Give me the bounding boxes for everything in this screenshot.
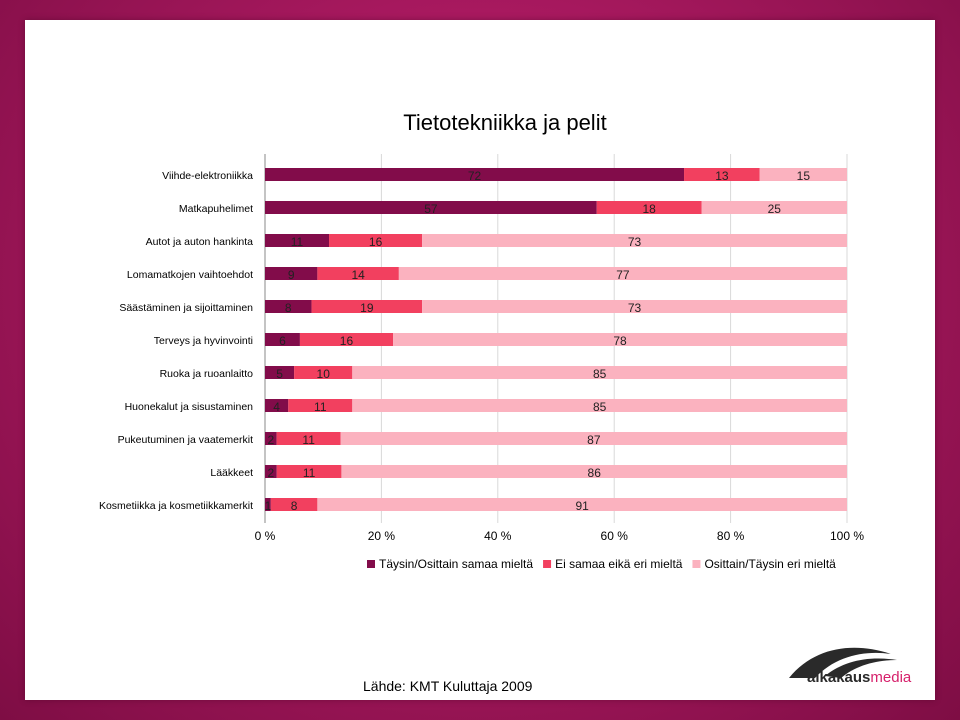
data-label: 77 <box>616 268 630 282</box>
data-label: 57 <box>424 202 438 216</box>
bar-segment <box>352 366 847 379</box>
legend-label: Osittain/Täysin eri mieltä <box>704 557 836 571</box>
bar-segment <box>422 234 847 247</box>
bar-segment <box>393 333 847 346</box>
data-label: 13 <box>715 169 729 183</box>
bar-segment <box>317 267 399 280</box>
category-label: Säästäminen ja sijoittaminen <box>119 302 253 314</box>
bar-segment <box>265 168 685 181</box>
bar-segment <box>317 498 847 511</box>
data-label: 18 <box>642 202 656 216</box>
data-label: 85 <box>593 367 607 381</box>
bar-segment <box>265 201 597 214</box>
x-tick-label: 0 % <box>255 529 276 543</box>
category-label: Huonekalut ja sisustaminen <box>125 401 254 413</box>
bar-segment <box>265 267 318 280</box>
category-label: Lomamatkojen vaihtoehdot <box>127 269 253 281</box>
data-label: 85 <box>593 400 607 414</box>
slide: Tietotekniikka ja pelit 0 % 20 % 40 % 60 % 80… <box>25 20 935 700</box>
data-label: 10 <box>317 367 331 381</box>
data-label: 16 <box>369 235 383 249</box>
data-label: 73 <box>628 301 642 315</box>
chart: Tietotekniikka ja pelit 0 % 20 % 40 % 60 % 80… <box>99 110 864 571</box>
category-label: Terveys ja hyvinvointi <box>154 335 253 347</box>
bar-segment <box>759 168 847 181</box>
data-label: 8 <box>291 499 298 513</box>
bar-segment <box>265 432 277 445</box>
logo-text-dark: aikakaus <box>807 669 870 686</box>
bar-segment <box>329 234 423 247</box>
data-label: 78 <box>613 334 627 348</box>
data-label: 8 <box>285 301 292 315</box>
data-label: 72 <box>468 169 482 183</box>
bar-segment <box>299 333 394 346</box>
bar-segment <box>270 498 318 511</box>
x-tick-label: 60 % <box>601 529 629 543</box>
data-label: 25 <box>768 202 782 216</box>
data-label: 11 <box>303 466 316 480</box>
data-label: 5 <box>276 367 283 381</box>
category-label: Pukeutuminen ja vaatemerkit <box>118 434 253 446</box>
data-label: 1 <box>265 499 272 513</box>
bar-segment <box>265 465 277 478</box>
bar-segment <box>265 234 330 247</box>
data-label: 87 <box>587 433 601 447</box>
aikakausmedia-logo: aikakausmedia <box>785 638 925 693</box>
data-label: 11 <box>291 235 304 249</box>
bar-segment <box>265 399 289 412</box>
category-label: Matkapuhelimet <box>179 203 253 215</box>
data-label: 2 <box>267 433 274 447</box>
data-label: 86 <box>588 466 602 480</box>
bar-segment <box>276 432 341 445</box>
legend-swatch <box>367 560 375 568</box>
data-label: 91 <box>576 499 590 513</box>
category-label: Viihde-elektroniikka <box>162 170 253 182</box>
bar-segment <box>701 201 847 214</box>
bar-segment <box>340 432 847 445</box>
chart-title: Tietotekniikka ja pelit <box>403 110 606 135</box>
legend-swatch <box>543 560 552 568</box>
data-label: 16 <box>340 334 354 348</box>
category-label: Ruoka ja ruoanlaitto <box>160 368 254 380</box>
bar-segment <box>398 267 847 280</box>
data-label: 2 <box>268 466 275 480</box>
category-label: Kosmetiikka ja kosmetiikkamerkit <box>99 500 253 512</box>
bar-segment <box>265 366 295 379</box>
data-label: 15 <box>797 169 811 183</box>
logo-text-accent: media <box>870 669 912 686</box>
bar-segment <box>311 300 423 313</box>
data-label: 11 <box>314 400 327 414</box>
bar-segment <box>341 465 847 478</box>
category-label: Autot ja auton hankinta <box>146 236 254 248</box>
data-label: 11 <box>302 433 315 447</box>
source-note: Lähde: KMT Kuluttaja 2009 <box>363 678 533 694</box>
legend-swatch <box>692 560 701 568</box>
bar-segment <box>422 300 847 313</box>
data-label: 9 <box>288 268 295 282</box>
x-tick-label: 20 % <box>368 529 396 543</box>
bar-segment <box>265 333 300 346</box>
data-label: 14 <box>351 268 365 282</box>
category-label: Lääkkeet <box>210 467 253 479</box>
data-label: 4 <box>273 400 280 414</box>
bar-segment <box>684 168 760 181</box>
x-tick-label: 100 % <box>830 529 864 543</box>
x-tick-label: 40 % <box>484 529 512 543</box>
bar-segment <box>276 465 342 478</box>
svg-text:aikakausmedia: aikakausmedia <box>807 669 912 686</box>
bar-segment <box>288 399 353 412</box>
x-tick-label: 80 % <box>717 529 745 543</box>
bar-segment <box>596 201 702 214</box>
bar-segment <box>265 498 271 511</box>
bar-segment <box>265 300 312 313</box>
data-label: 19 <box>360 301 374 315</box>
data-label: 6 <box>279 334 286 348</box>
bar-segment <box>294 366 353 379</box>
legend-label: Täysin/Osittain samaa mieltä <box>379 557 533 571</box>
bar-segment <box>352 399 847 412</box>
data-label: 73 <box>628 235 642 249</box>
legend-label: Ei samaa eikä eri mieltä <box>555 557 683 571</box>
